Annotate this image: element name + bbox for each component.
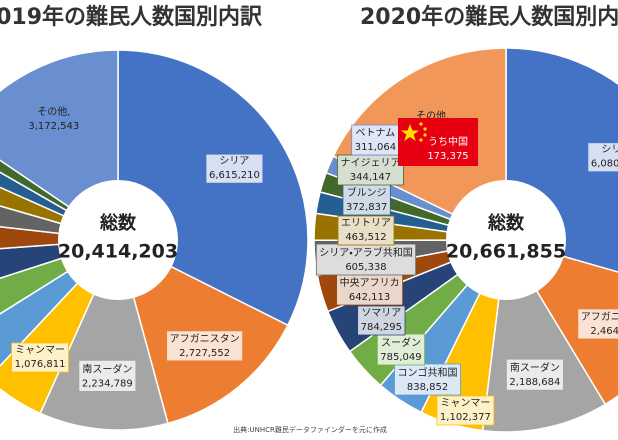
slice-label-value: 344,147 — [350, 172, 391, 183]
annotation-value: 173,375 — [427, 151, 468, 162]
source-note: 出典:UNHCR難民データファインダーを元に作成 — [233, 425, 387, 434]
center-total: 20,414,203 — [58, 241, 178, 263]
slice-label-value: 838,852 — [407, 382, 448, 393]
slice-label-name: アフガニスタン — [581, 311, 618, 323]
slice-label-value: 785,049 — [380, 352, 421, 363]
slice-label-name: アフガニスタン — [170, 333, 240, 345]
label-box — [166, 330, 244, 362]
slice-label-name: ミャンマー — [440, 398, 490, 409]
slice-label-value: 2,727,552 — [179, 348, 230, 359]
slice-label: ソマリア 784,295 — [357, 305, 406, 336]
label-box — [351, 124, 400, 156]
slice-label-name: 南スーダン — [510, 361, 560, 374]
slice-label-name: シリア — [219, 156, 249, 167]
slice-label-name: 中央アフリカ — [340, 276, 400, 289]
label-box — [337, 154, 404, 186]
slice-label-value: 2,234,789 — [82, 378, 133, 389]
label-box — [205, 153, 264, 184]
slice-label: アフガニスタン 2,727,552 — [166, 330, 244, 362]
chart-title: 2019年の難民人数国別内訳 — [0, 4, 262, 30]
labels: シリア 6,080,000 アフガニスタン 2,464,406 南スーダン 2,188,6… — [315, 109, 618, 426]
label-box — [342, 183, 391, 216]
slice-label: アフガニスタン 2,464,406 — [577, 308, 618, 340]
slice-label-value: 6,615,210 — [209, 170, 260, 181]
slice-label-name: コンゴ共和国 — [398, 366, 458, 379]
slice-label-value: 605,338 — [345, 262, 386, 273]
slice-label-name: エリトリア — [341, 218, 391, 229]
annotation: うち中国 173,375 — [398, 118, 478, 166]
pie-slice — [0, 239, 119, 367]
slice-label-name: シリア・アラブ共和国 — [319, 246, 412, 259]
slice-label-value: 1,102,377 — [440, 412, 491, 423]
slice-label: 南スーダン 2,234,789 — [78, 359, 137, 392]
flag-small-star — [419, 138, 423, 142]
slice-label-name: ベトナム — [356, 127, 396, 139]
label-box — [577, 308, 618, 340]
slice-label-value: 2,188,684 — [509, 377, 560, 388]
annotation-box — [398, 118, 478, 166]
slice-label-value: 1,076,811 — [15, 359, 66, 370]
label-box — [315, 243, 417, 276]
flag-small-star — [419, 122, 423, 126]
slice-label-value: 2,464,406 — [590, 326, 618, 337]
slice-label: シリア 6,080,000 — [587, 142, 618, 173]
slice-label: 南スーダン 2,188,684 — [506, 358, 564, 391]
pies: シリア 6,615,210 アフガニスタン 2,727,552 南スーダン 2,234,7… — [0, 47, 618, 433]
slice-label-value: 463,512 — [345, 232, 386, 243]
slice-label: スーダン 785,049 — [376, 333, 426, 366]
slice-label-name: ミャンマー — [15, 345, 65, 356]
slice-label-value: 372,837 — [346, 202, 387, 213]
center-title: 総数 — [487, 212, 525, 234]
slice-label-name: ブルンジ — [347, 186, 387, 199]
slice-label: 中央アフリカ 642,113 — [336, 273, 403, 306]
label-box — [11, 342, 69, 373]
slice-label-value: 784,295 — [361, 322, 402, 333]
slice-label-name: 南スーダン — [82, 362, 132, 375]
slice-label-name: スーダン — [381, 336, 421, 349]
label-box — [506, 358, 564, 391]
slice-label: ブルンジ 372,837 — [342, 183, 391, 216]
label-box — [337, 215, 395, 246]
labels: シリア 6,615,210 アフガニスタン 2,727,552 南スーダン 2,234,7… — [11, 105, 264, 392]
flag-small-star — [423, 133, 427, 137]
label-box — [336, 273, 403, 306]
slice-label: ナイジェリア 344,147 — [337, 154, 404, 186]
slice-label: シリア・アラブ共和国 605,338 — [315, 243, 417, 276]
slice-label-value: 642,113 — [349, 292, 390, 303]
slice-label-value: 6,080,000 — [591, 159, 618, 170]
slice-label-value: 311,064 — [355, 142, 396, 153]
center-total: 20,661,855 — [446, 241, 566, 263]
slice-label: その他, 3,172,543 — [28, 105, 79, 132]
slice-label-name: シリア — [601, 145, 618, 156]
center-hole — [446, 180, 566, 300]
slice-label: コンゴ共和国 838,852 — [394, 363, 461, 396]
label-box — [394, 363, 461, 396]
label-box — [587, 142, 618, 173]
flag-small-star — [423, 127, 427, 131]
flag-star — [401, 124, 419, 141]
slice-label-name: ナイジェリア — [340, 157, 400, 169]
chart-title: 2020年の難民人数国別内訳 — [360, 4, 618, 30]
label-box — [357, 305, 406, 336]
slice-label-name: ソマリア — [361, 308, 401, 319]
label-box — [78, 359, 137, 392]
annotation-text: うち中国 — [428, 135, 468, 148]
slice-label: ベトナム 311,064 — [351, 124, 400, 156]
slice-label: ミャンマー 1,076,811 — [11, 342, 69, 373]
center-title: 総数 — [99, 212, 137, 234]
slice-label-name: その他, — [37, 105, 70, 118]
slice-label-value: 3,172,543 — [28, 121, 79, 132]
label-box — [436, 395, 495, 426]
slice-label: シリア 6,615,210 — [205, 153, 264, 184]
center-hole — [58, 180, 178, 300]
slice-label: ミャンマー 1,102,377 — [436, 395, 495, 426]
pie-slice — [0, 239, 119, 315]
label-box — [376, 333, 426, 366]
slice-label: エリトリア 463,512 — [337, 215, 395, 246]
